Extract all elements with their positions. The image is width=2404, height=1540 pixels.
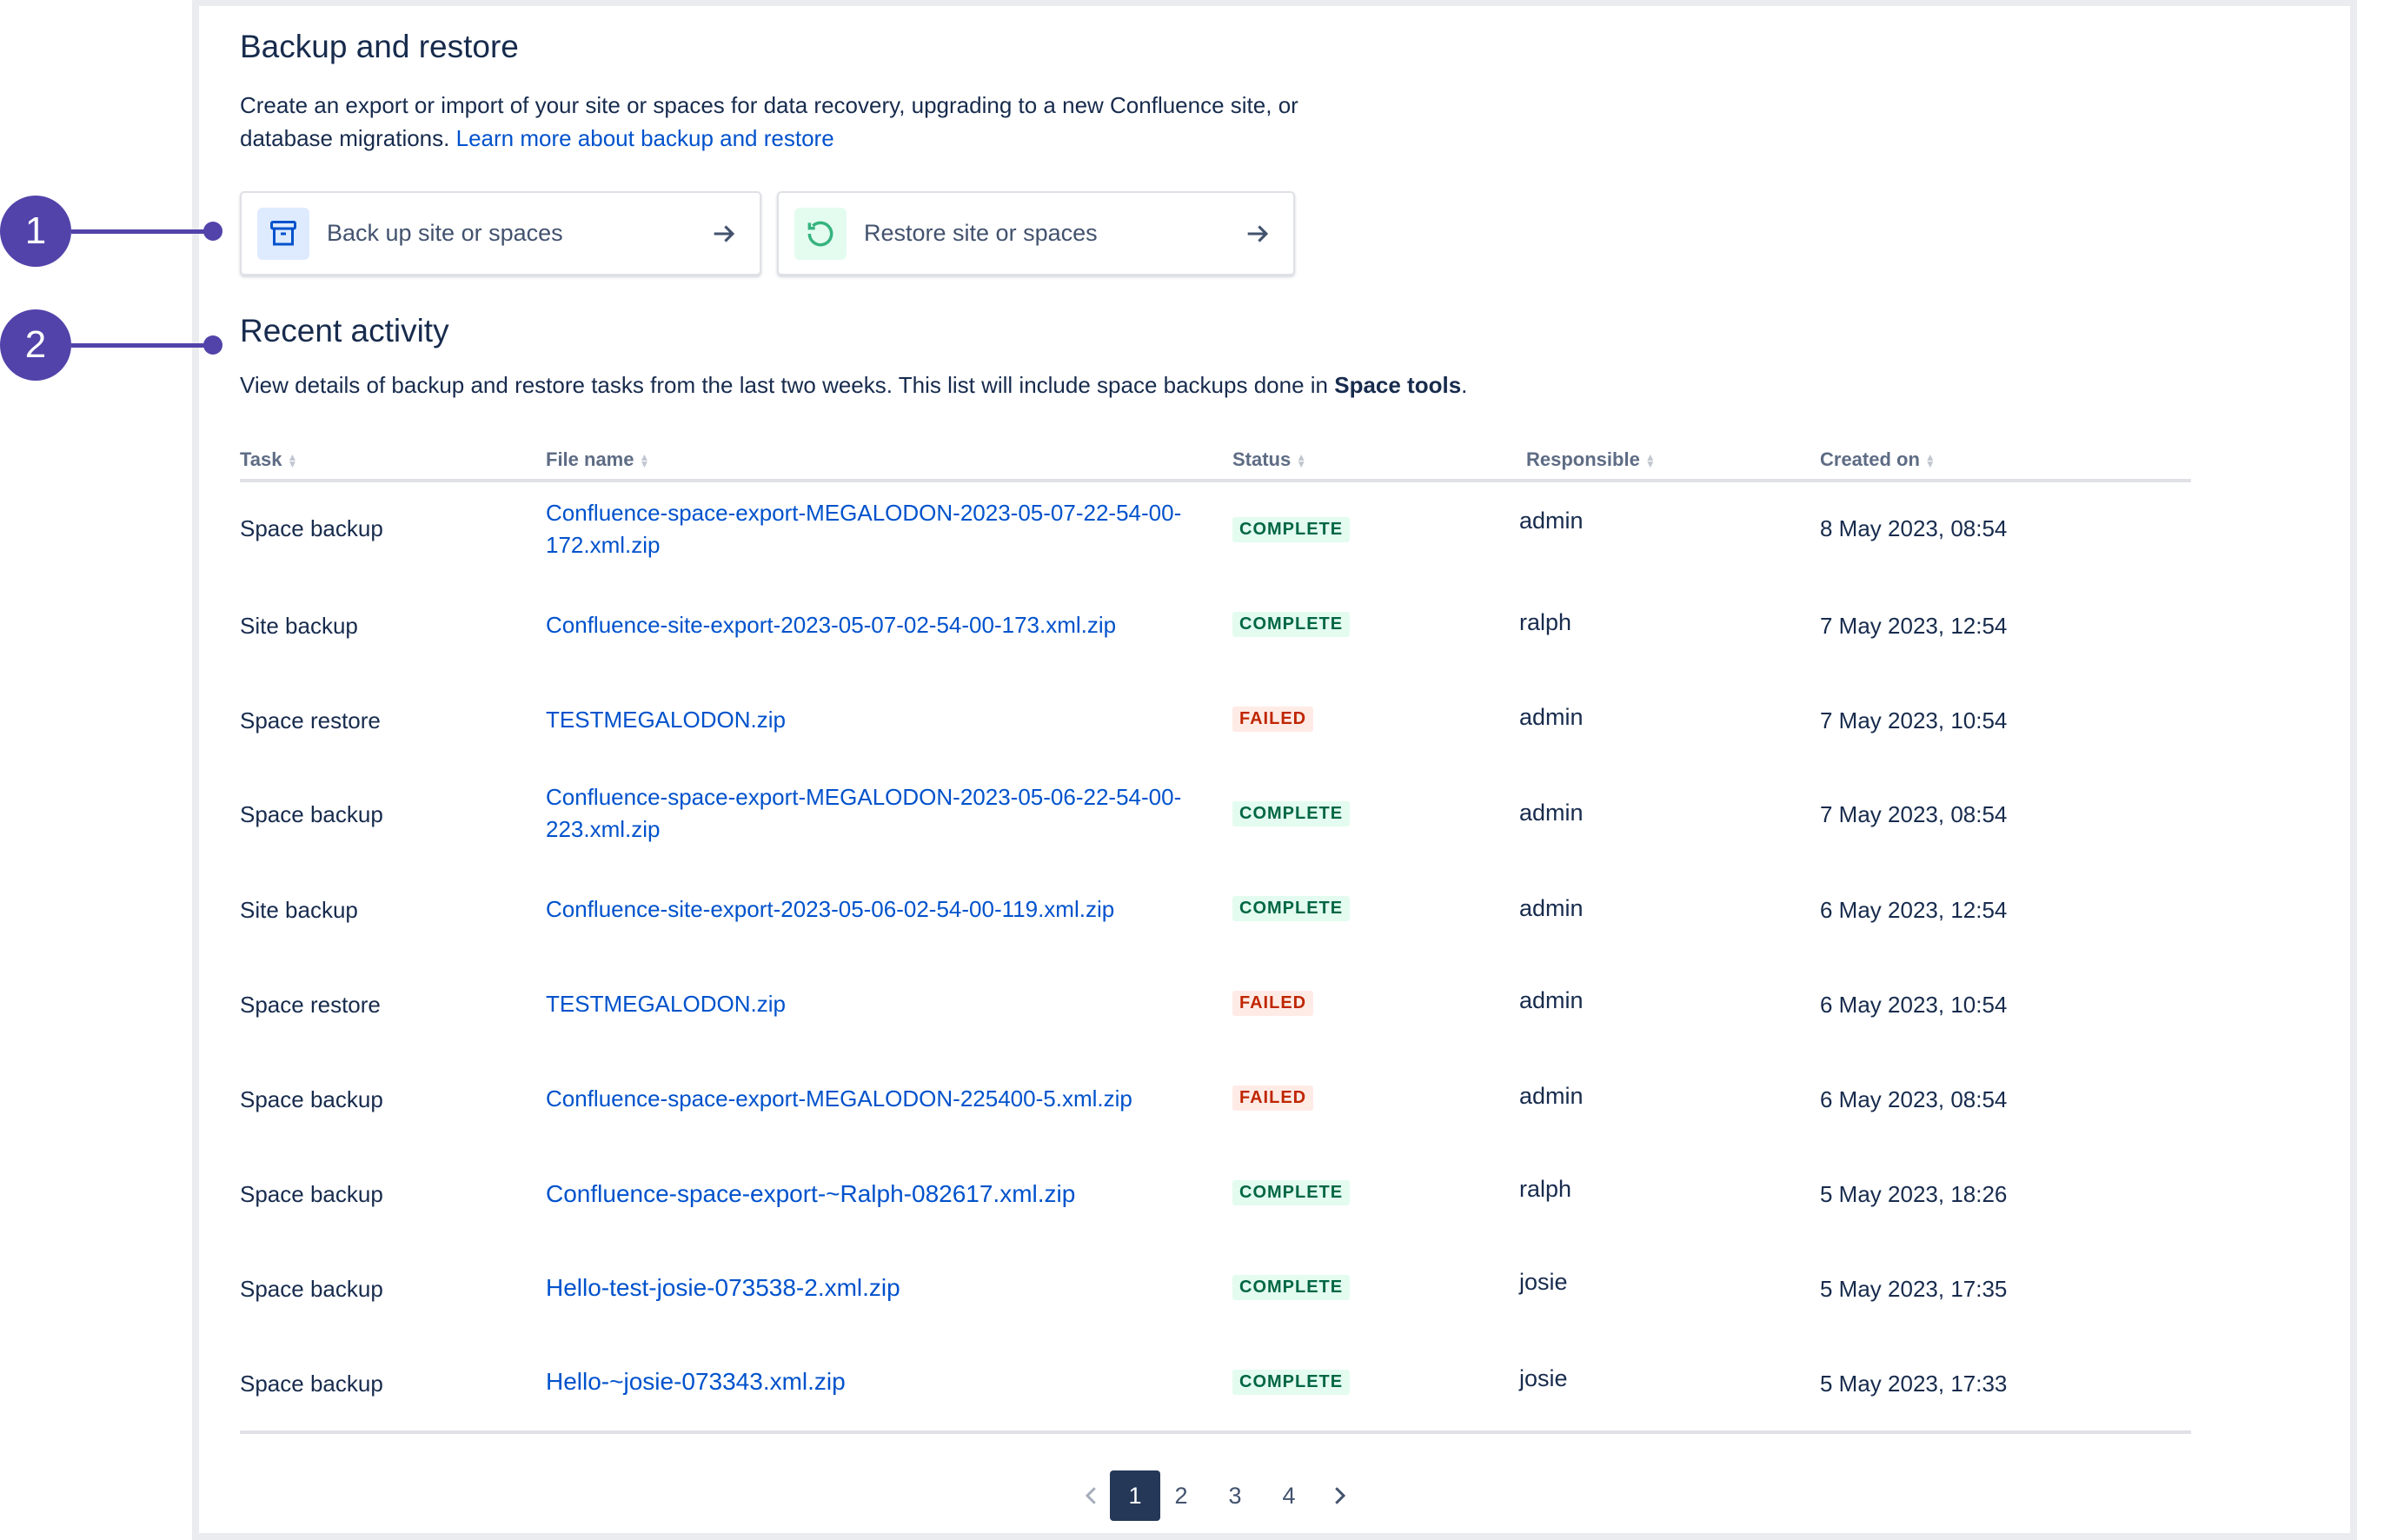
task-cell: Space backup	[240, 1181, 383, 1207]
recent-activity-heading: Recent activity	[240, 313, 449, 348]
status-badge: COMPLETE	[1232, 801, 1351, 826]
responsible-cell: admin	[1519, 508, 1584, 534]
restore-site-or-spaces-button[interactable]: Restore site or spaces	[777, 191, 1295, 275]
callout-1: 1	[0, 196, 222, 267]
file-link[interactable]: TESTMEGALODON.zip	[546, 991, 786, 1017]
created-cell: 7 May 2023, 12:54	[1820, 613, 2008, 639]
responsible-cell: admin	[1519, 704, 1584, 730]
task-cell: Site backup	[240, 613, 358, 639]
task-cell: Site backup	[240, 897, 358, 923]
task-cell: Space backup	[240, 1086, 383, 1112]
task-cell: Space backup	[240, 1276, 383, 1302]
file-link[interactable]: Confluence-site-export-2023-05-07-02-54-…	[546, 612, 1117, 638]
status-badge: COMPLETE	[1232, 517, 1351, 542]
task-cell: Space restore	[240, 992, 381, 1018]
callout-number: 1	[0, 196, 71, 267]
table-row: Space restore TESTMEGALODON.zip FAILED a…	[240, 674, 2191, 769]
column-header-task[interactable]: Task ▲ ▼	[240, 448, 298, 471]
sort-icon: ▲ ▼	[1924, 451, 1936, 471]
sort-icon: ▲ ▼	[1644, 451, 1656, 471]
column-header-status[interactable]: Status ▲ ▼	[1232, 448, 1307, 471]
created-cell: 6 May 2023, 08:54	[1820, 1086, 2008, 1112]
restore-button-label: Restore site or spaces	[864, 220, 1098, 246]
responsible-cell: ralph	[1519, 609, 1572, 635]
status-badge: FAILED	[1232, 991, 1314, 1016]
responsible-cell: josie	[1519, 1365, 1568, 1391]
page-button-3[interactable]: 3	[1228, 1482, 1242, 1509]
responsible-cell: admin	[1519, 987, 1584, 1013]
file-link[interactable]: Confluence-space-export-MEGALODON-2023-0…	[546, 500, 1182, 558]
status-badge: FAILED	[1232, 707, 1314, 732]
created-cell: 8 May 2023, 08:54	[1820, 515, 2008, 541]
arrow-right-icon	[1247, 224, 1269, 242]
table-header: Task ▲ ▼ File name ▲ ▼ Status ▲ ▼ Responsible ▲…	[240, 443, 2191, 482]
table-row: Space backup Hello-~josie-073343.xml.zip…	[240, 1338, 2191, 1432]
previous-page-button[interactable]	[1074, 1470, 1109, 1521]
sort-icon: ▲ ▼	[1296, 451, 1307, 471]
table-row: Space backup Confluence-space-export-~Ra…	[240, 1148, 2191, 1243]
table-row: Space backup Confluence-space-export-MEG…	[240, 769, 2191, 864]
status-badge: COMPLETE	[1232, 896, 1351, 921]
callout-2: 2	[0, 309, 222, 381]
task-cell: Space backup	[240, 801, 383, 827]
pagination: 1 2 3 4	[240, 1470, 2191, 1521]
page-button-1[interactable]: 1	[1110, 1470, 1160, 1521]
file-link[interactable]: TESTMEGALODON.zip	[546, 707, 786, 733]
created-cell: 5 May 2023, 18:26	[1820, 1181, 2008, 1207]
sort-icon: ▲ ▼	[287, 451, 298, 471]
table-row: Site backup Confluence-site-export-2023-…	[240, 580, 2191, 674]
status-badge: COMPLETE	[1232, 1370, 1351, 1395]
chevron-left-icon	[1085, 1487, 1096, 1504]
learn-more-link[interactable]: Learn more about backup and restore	[455, 125, 834, 151]
table-row: Site backup Confluence-site-export-2023-…	[240, 864, 2191, 959]
created-cell: 5 May 2023, 17:33	[1820, 1371, 2008, 1397]
created-cell: 6 May 2023, 12:54	[1820, 897, 2008, 923]
next-page-button[interactable]	[1322, 1470, 1357, 1521]
page-button-4[interactable]: 4	[1282, 1482, 1296, 1509]
responsible-cell: admin	[1519, 1083, 1584, 1109]
created-cell: 6 May 2023, 10:54	[1820, 992, 2008, 1018]
file-link[interactable]: Confluence-space-export-MEGALODON-2023-0…	[546, 784, 1182, 842]
status-badge: COMPLETE	[1232, 1275, 1351, 1300]
table-row: Space backup Confluence-space-export-MEG…	[240, 485, 2191, 580]
responsible-cell: admin	[1519, 800, 1584, 826]
responsible-cell: admin	[1519, 895, 1584, 921]
backup-button-label: Back up site or spaces	[327, 220, 563, 246]
created-cell: 7 May 2023, 08:54	[1820, 801, 2008, 827]
file-link[interactable]: Hello-test-josie-073538-2.xml.zip	[546, 1274, 900, 1301]
created-cell: 7 May 2023, 10:54	[1820, 707, 2008, 733]
status-badge: COMPLETE	[1232, 1180, 1351, 1205]
status-badge: COMPLETE	[1232, 612, 1351, 637]
sort-icon: ▲ ▼	[639, 451, 650, 471]
archive-box-icon	[257, 207, 309, 260]
status-badge: FAILED	[1232, 1085, 1314, 1111]
responsible-cell: josie	[1519, 1269, 1568, 1295]
arrow-right-icon	[714, 224, 735, 242]
task-cell: Space backup	[240, 1371, 383, 1397]
task-cell: Space backup	[240, 515, 383, 541]
table-bottom-border	[240, 1430, 2191, 1434]
column-header-responsible[interactable]: Responsible ▲ ▼	[1526, 448, 1656, 471]
file-link[interactable]: Confluence-site-export-2023-05-06-02-54-…	[546, 896, 1115, 922]
created-cell: 5 May 2023, 17:35	[1820, 1276, 2008, 1302]
page-button-2[interactable]: 2	[1174, 1482, 1188, 1509]
callout-number: 2	[0, 309, 71, 381]
page-description: Create an export or import of your site …	[240, 92, 1298, 151]
responsible-cell: ralph	[1519, 1176, 1572, 1202]
file-link[interactable]: Confluence-space-export-MEGALODON-225400…	[546, 1085, 1132, 1112]
restore-refresh-icon	[794, 207, 847, 260]
column-header-file-name[interactable]: File name ▲ ▼	[546, 448, 650, 471]
table-row: Space backup Hello-test-josie-073538-2.x…	[240, 1243, 2191, 1338]
task-cell: Space restore	[240, 707, 381, 733]
table-row: Space backup Confluence-space-export-MEG…	[240, 1053, 2191, 1148]
chevron-right-icon	[1335, 1487, 1346, 1504]
file-link[interactable]: Hello-~josie-073343.xml.zip	[546, 1368, 846, 1395]
file-link[interactable]: Confluence-space-export-~Ralph-082617.xm…	[546, 1180, 1076, 1207]
backup-site-or-spaces-button[interactable]: Back up site or spaces	[240, 191, 761, 275]
page-title: Backup and restore	[240, 29, 519, 64]
recent-activity-description: View details of backup and restore tasks…	[240, 372, 1468, 398]
column-header-created-on[interactable]: Created on ▲ ▼	[1820, 448, 1936, 471]
table-row: Space restore TESTMEGALODON.zip FAILED a…	[240, 959, 2191, 1053]
